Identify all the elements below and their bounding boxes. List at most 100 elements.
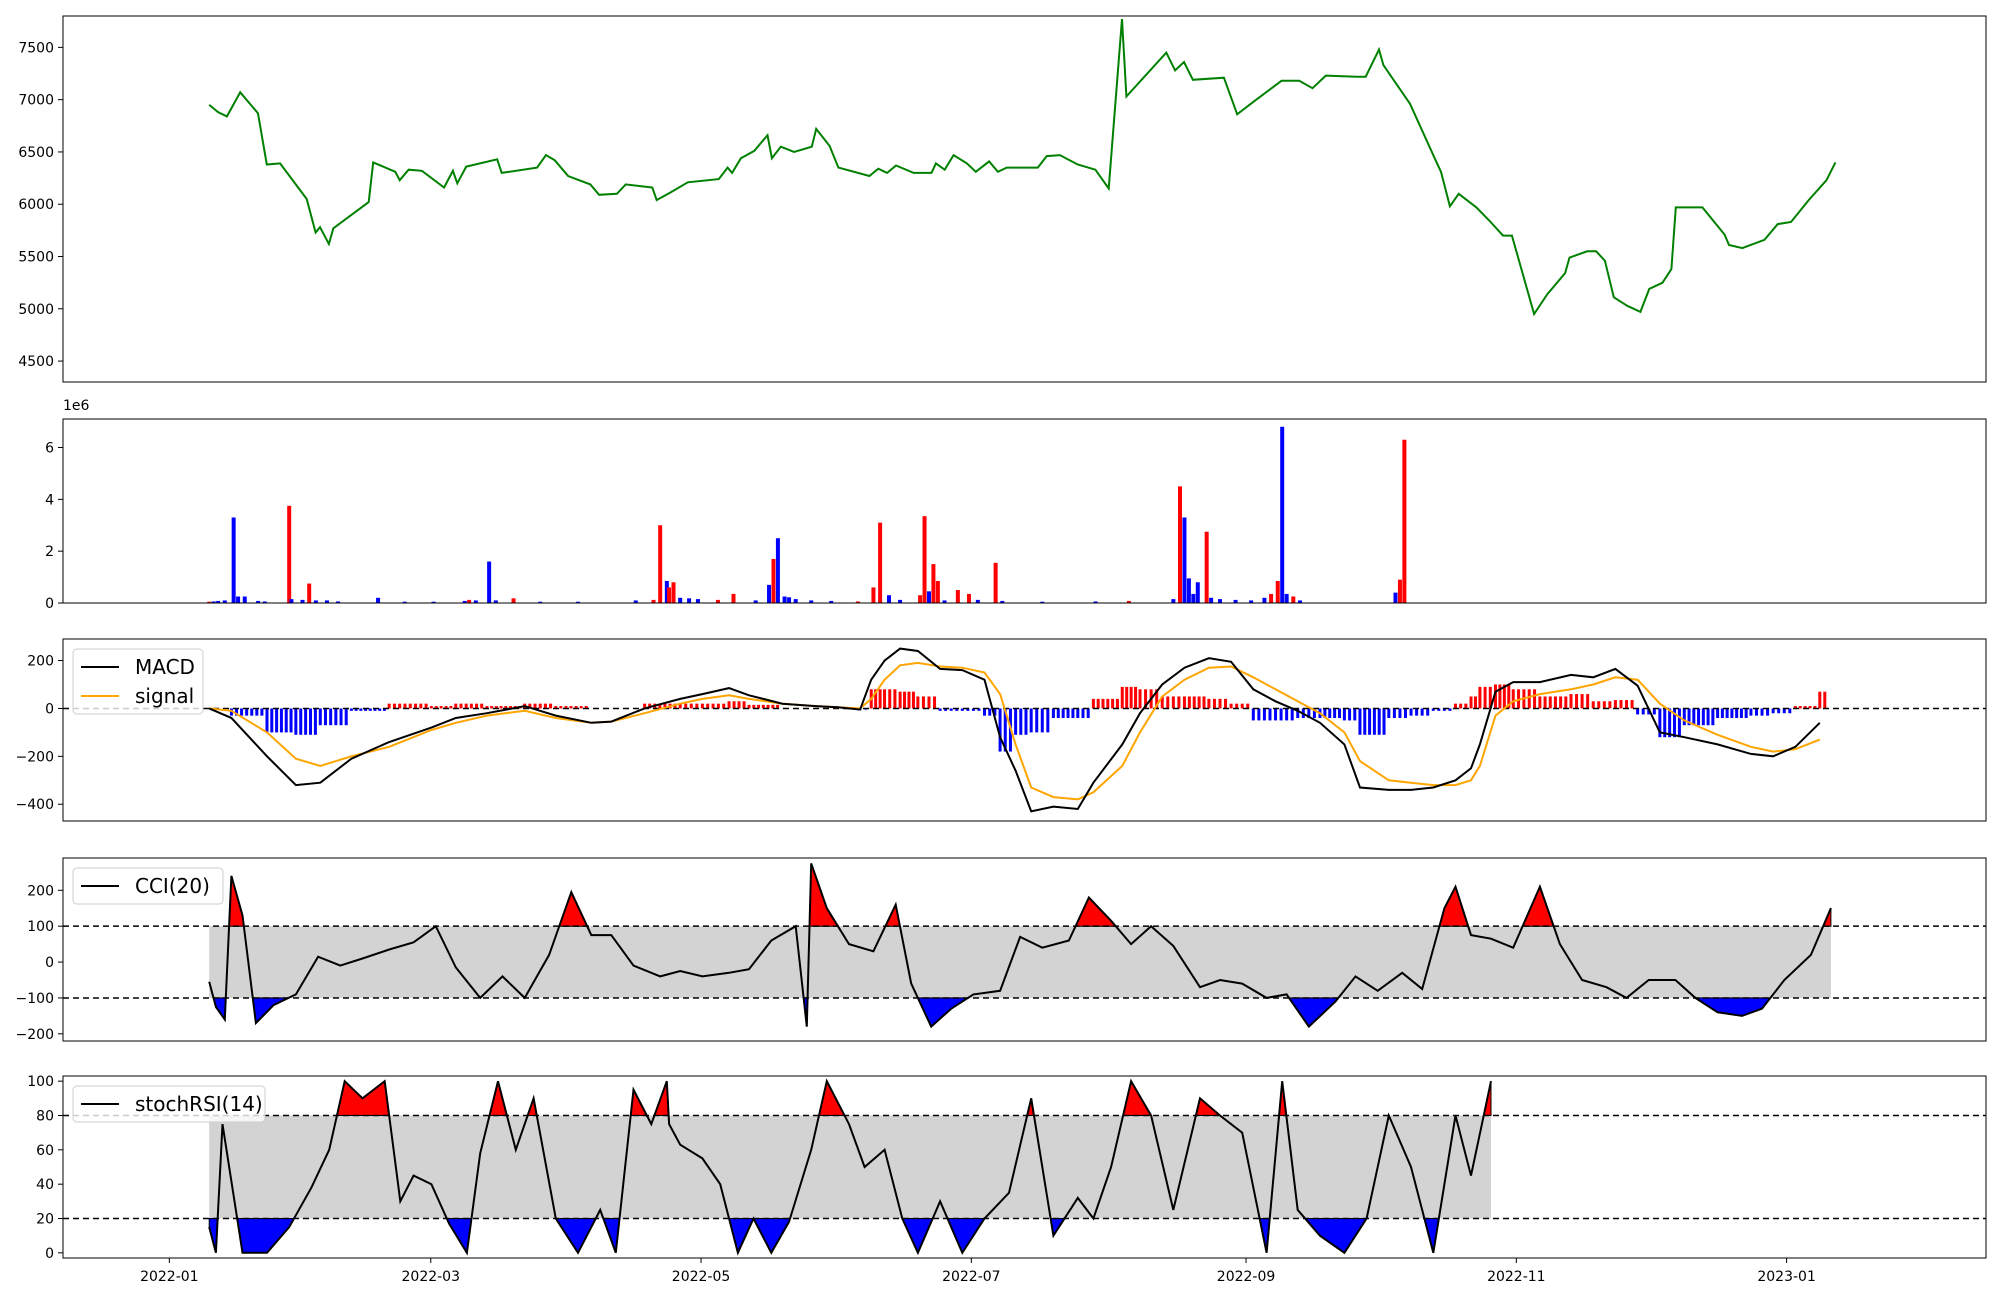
macd-histogram-bar: [1426, 708, 1430, 716]
macd-histogram-bar: [1673, 708, 1677, 738]
macd-histogram-bar: [722, 703, 726, 709]
macd-histogram-bar: [419, 703, 423, 709]
macd-histogram-bar: [1559, 696, 1563, 709]
volume-bar: [493, 600, 498, 603]
macd-histogram-bar: [538, 703, 542, 709]
volume-bar: [1093, 601, 1098, 603]
volume-bar: [687, 598, 692, 603]
legend-label: MACD: [135, 655, 195, 679]
macd-histogram-bar: [403, 703, 407, 709]
macd-histogram-bar: [727, 701, 731, 709]
macd-histogram-bar: [275, 708, 279, 733]
macd-histogram-bar: [240, 708, 244, 716]
volume-bar: [1262, 597, 1267, 603]
macd-histogram-bar: [559, 706, 563, 709]
macd-histogram-bar: [1056, 708, 1060, 719]
macd-histogram-bar: [1279, 708, 1283, 721]
macd-histogram-bar: [1483, 686, 1487, 709]
cci-y-tick-label: −200: [16, 1027, 54, 1043]
macd-y-tick-label: −400: [16, 797, 54, 813]
macd-histogram-bar: [1798, 706, 1802, 709]
macd-histogram-bar: [1580, 694, 1584, 709]
cci-panel: −200 −100 0 100 200 CCI(20): [16, 857, 1987, 1043]
macd-histogram-bar: [944, 708, 948, 711]
stochrsi-y-tick-label: 80: [36, 1108, 54, 1124]
volume-bar: [793, 599, 798, 603]
volume-bar: [664, 580, 669, 603]
macd-histogram-bar: [1459, 703, 1463, 709]
volume-bar: [236, 596, 241, 603]
macd-histogram-bar: [334, 708, 338, 726]
macd-histogram-bar: [584, 706, 588, 709]
macd-histogram-bar: [1129, 686, 1133, 709]
macd-histogram-bar: [414, 703, 418, 709]
macd-histogram-bar: [1182, 696, 1186, 709]
macd-histogram-bar: [1725, 708, 1729, 719]
macd-histogram-bar: [1363, 708, 1367, 735]
macd-histogram-bar: [761, 704, 765, 709]
volume-bar: [431, 601, 436, 603]
macd-histogram-bar: [459, 703, 463, 709]
macd-histogram-bar: [695, 703, 699, 709]
macd-histogram-bar: [966, 708, 970, 711]
macd-histogram-bar: [528, 703, 532, 709]
volume-bar: [211, 601, 216, 603]
macd-histogram-bar: [260, 708, 264, 716]
macd-histogram-bar: [658, 703, 662, 709]
price-panel: 4500 5000 5500 6000 6500 7000 7500: [18, 15, 1987, 383]
macd-histogram-bar: [1342, 708, 1346, 721]
macd-histogram-bar: [579, 706, 583, 709]
macd-histogram-bar: [1420, 708, 1424, 716]
macd-histogram-bar: [742, 701, 746, 709]
macd-histogram-bar: [1813, 706, 1817, 709]
volume-bar: [511, 598, 516, 603]
stochrsi-band: [209, 1115, 1492, 1219]
macd-histogram-bar: [1608, 701, 1612, 709]
macd-histogram-bar: [444, 706, 448, 709]
volume-bar: [767, 584, 772, 603]
macd-histogram-bar: [1602, 701, 1606, 709]
volume-bar: [955, 590, 960, 603]
legend-box: [72, 648, 204, 715]
macd-y-tick-label: −200: [16, 749, 54, 765]
macd-histogram-bar: [434, 706, 438, 709]
macd-histogram-bar: [1469, 696, 1473, 709]
macd-histogram-bar: [1716, 708, 1720, 719]
legend-box: [72, 867, 224, 905]
volume-bar: [1040, 601, 1045, 603]
macd-histogram-bar: [1171, 696, 1175, 709]
macd-histogram-bar: [1502, 684, 1506, 709]
macd-histogram-bar: [711, 703, 715, 709]
volume-bar: [1233, 599, 1238, 603]
volume-bar: [1204, 531, 1209, 603]
volume-bar: [935, 580, 940, 603]
volume-bar: [473, 600, 478, 603]
macd-histogram-bar: [1187, 696, 1191, 709]
macd-histogram-bar: [1106, 698, 1110, 709]
volume-bar: [1291, 596, 1296, 603]
macd-histogram-bar: [1453, 703, 1457, 709]
macd-histogram-bar: [313, 708, 317, 735]
volume-bar: [931, 564, 936, 603]
macd-histogram-bar: [1739, 708, 1743, 719]
macd-histogram-bar: [1652, 708, 1656, 715]
macd-histogram-bar: [1692, 708, 1696, 726]
macd-histogram-bar: [883, 689, 887, 709]
macd-histogram-bar: [469, 703, 473, 709]
macd-histogram-bar: [1240, 703, 1244, 709]
macd-histogram-bar: [533, 703, 537, 709]
macd-histogram-bar: [1701, 708, 1705, 726]
volume-bar: [1178, 486, 1183, 603]
volume-bar: [1186, 578, 1191, 603]
volume-y-tick-label: 2: [45, 544, 54, 560]
volume-offset-label: 1e6: [63, 398, 90, 414]
volume-bar: [402, 601, 407, 603]
volume-bar: [926, 591, 931, 603]
volume-bar: [715, 599, 720, 603]
macd-histogram-bar: [1348, 708, 1352, 721]
stochrsi-line: [208, 1078, 1492, 1256]
macd-histogram-bar: [1754, 708, 1758, 716]
macd-histogram-bar: [1647, 708, 1651, 715]
macd-histogram-bar: [454, 703, 458, 709]
macd-histogram-bar: [304, 708, 308, 735]
